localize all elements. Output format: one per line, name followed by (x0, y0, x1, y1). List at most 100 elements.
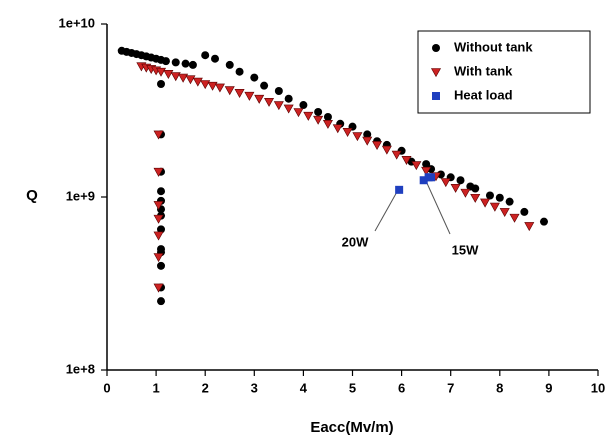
point (293, 108, 304, 118)
point (419, 176, 428, 185)
point (422, 160, 431, 169)
legend-marker (432, 44, 440, 52)
legend-label: Heat load (454, 87, 513, 102)
point (489, 202, 500, 212)
point (395, 185, 404, 194)
point (509, 213, 520, 223)
point (163, 70, 174, 79)
point (214, 83, 225, 93)
point (362, 136, 373, 146)
point (322, 119, 333, 129)
point (188, 60, 197, 69)
point (485, 191, 494, 200)
point (181, 59, 190, 68)
x-tick-label: 6 (398, 380, 405, 395)
point (161, 57, 170, 66)
point (411, 161, 422, 171)
point (254, 94, 265, 104)
point (470, 193, 481, 203)
point (480, 198, 491, 208)
point (495, 193, 504, 202)
point (471, 184, 480, 193)
point (499, 208, 510, 218)
point (372, 141, 383, 151)
point (224, 86, 235, 96)
point (284, 94, 293, 103)
point (264, 98, 275, 107)
legend-label: With tank (454, 63, 513, 78)
y-tick-label: 1e+8 (66, 361, 95, 376)
point (178, 73, 189, 83)
point (274, 86, 283, 95)
point (260, 81, 269, 90)
point (200, 80, 211, 90)
x-tick-label: 4 (300, 380, 308, 395)
point (427, 173, 436, 182)
point (155, 67, 167, 77)
x-tick-label: 3 (251, 380, 258, 395)
point (450, 184, 461, 193)
x-tick-label: 10 (591, 380, 605, 395)
point (539, 217, 548, 226)
legend-marker (430, 68, 442, 78)
point (234, 89, 245, 98)
point (299, 101, 308, 110)
point (524, 222, 535, 232)
point (250, 73, 259, 82)
point (342, 128, 353, 137)
point (421, 166, 432, 176)
point (391, 150, 402, 160)
annotation: 15W (452, 242, 479, 257)
point (171, 58, 180, 67)
point (520, 207, 529, 216)
point (157, 225, 166, 234)
point (192, 77, 203, 87)
point (460, 188, 471, 198)
point (456, 176, 465, 185)
x-tick-label: 5 (349, 380, 356, 395)
legend-box (417, 30, 591, 114)
point (153, 214, 164, 224)
y-tick-label: 1e+10 (58, 15, 95, 30)
y-axis-title: Q (26, 187, 38, 204)
point (153, 201, 164, 211)
legend-marker (432, 92, 440, 100)
point (185, 75, 196, 85)
point (352, 132, 363, 142)
point (313, 115, 324, 125)
point (440, 178, 451, 188)
point (157, 261, 166, 270)
annotation-leader (374, 189, 399, 232)
point (153, 130, 164, 140)
annotation-leader (425, 180, 451, 235)
point (381, 145, 392, 155)
point (283, 104, 294, 114)
y-tick-label: 1e+9 (66, 188, 95, 203)
x-tick-label: 2 (202, 380, 209, 395)
point (170, 72, 181, 82)
point (153, 283, 164, 293)
point (225, 60, 234, 69)
point (363, 130, 372, 139)
point (303, 111, 314, 121)
x-axis-title: Eacc(Mv/m) (310, 419, 393, 436)
point (505, 197, 514, 206)
point (323, 113, 332, 122)
x-tick-label: 9 (545, 380, 552, 395)
point (211, 54, 220, 63)
point (207, 81, 218, 91)
x-tick-label: 1 (152, 380, 159, 395)
x-tick-label: 0 (103, 380, 110, 395)
point (153, 231, 164, 241)
point (153, 253, 164, 263)
annotation: 20W (342, 234, 369, 249)
point (235, 67, 244, 76)
x-tick-label: 8 (496, 380, 503, 395)
point (332, 124, 343, 134)
point (157, 187, 166, 196)
point (314, 107, 323, 116)
point (157, 297, 166, 306)
point (153, 167, 164, 177)
point (401, 156, 412, 165)
point (157, 79, 166, 88)
